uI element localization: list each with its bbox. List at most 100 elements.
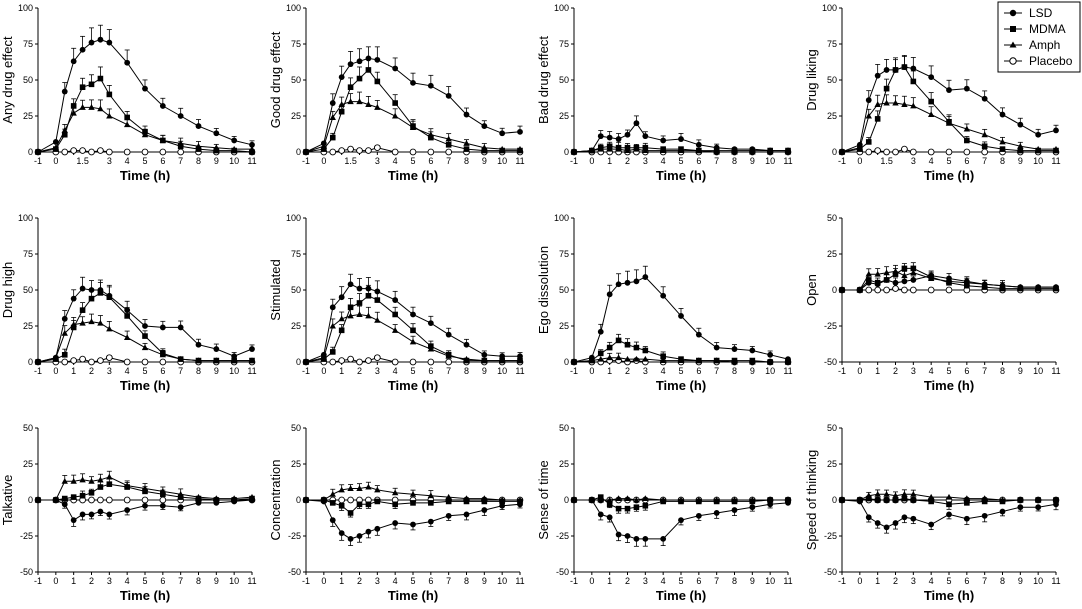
data-point-amph: [329, 114, 336, 120]
data-point-amph: [615, 354, 622, 361]
data-point-mdma: [615, 337, 622, 344]
x-tick-label: 7: [714, 366, 719, 376]
data-point-placebo: [445, 148, 453, 156]
x-tick-label: 4: [125, 576, 130, 586]
x-tick-label: 11: [783, 366, 792, 376]
x-tick-label: 11: [247, 366, 256, 376]
data-point-lsd: [588, 497, 595, 503]
y-tick-label: 0: [296, 495, 301, 505]
series-mdma: [571, 333, 791, 365]
legend-item-placebo: Placebo: [1004, 54, 1073, 68]
data-point-placebo: [427, 358, 435, 366]
data-point-amph: [374, 104, 381, 110]
x-tick-label: 10: [1033, 366, 1043, 376]
series-line: [38, 476, 253, 501]
data-point-mdma: [865, 139, 872, 145]
data-point-mdma: [195, 357, 202, 364]
data-point-lsd: [695, 331, 702, 338]
data-point-mdma: [79, 84, 86, 90]
x-tick-label: 1.5: [880, 156, 893, 166]
data-point-mdma: [678, 146, 684, 152]
data-point-lsd: [463, 341, 470, 348]
x-tick-label: 9: [750, 156, 755, 166]
data-point-mdma: [642, 347, 649, 354]
data-point-lsd: [329, 100, 336, 106]
data-point-mdma: [767, 359, 773, 365]
data-point-mdma: [410, 123, 416, 129]
x-tick-label: 7: [982, 156, 987, 166]
data-point-amph: [597, 355, 604, 362]
data-point-mdma: [231, 357, 237, 364]
data-point-mdma: [499, 498, 505, 505]
data-point-lsd: [615, 531, 622, 538]
series-mdma: [35, 66, 255, 155]
data-point-mdma: [106, 91, 113, 98]
data-point-lsd: [731, 507, 738, 513]
data-point-amph: [70, 109, 77, 116]
data-point-placebo: [981, 148, 989, 156]
data-point-amph: [106, 112, 113, 119]
data-point-lsd: [963, 85, 970, 92]
series-placebo: [302, 354, 524, 366]
series-line: [38, 499, 253, 521]
data-point-lsd: [963, 515, 970, 522]
data-point-placebo: [391, 148, 399, 156]
x-tick-label: 7: [982, 366, 987, 376]
data-point-lsd: [106, 39, 113, 46]
data-point-placebo: [409, 148, 417, 156]
data-point-placebo: [338, 147, 346, 154]
data-point-lsd: [445, 512, 452, 519]
series-line: [306, 499, 520, 514]
x-tick-label: 10: [229, 366, 239, 376]
y-tick-label: 75: [559, 39, 569, 49]
data-point-mdma: [213, 357, 220, 364]
x-tick-label: 7: [178, 576, 183, 586]
data-point-lsd: [901, 64, 908, 70]
data-point-placebo: [927, 286, 935, 294]
data-point-placebo: [329, 148, 337, 156]
data-point-amph: [97, 476, 104, 483]
data-point-amph: [883, 269, 890, 276]
data-point-amph: [910, 490, 917, 497]
x-tick-label: -1: [302, 156, 310, 166]
x-tick-label: -1: [302, 366, 310, 376]
x-tick-label: 3: [375, 156, 380, 166]
data-point-placebo: [61, 358, 69, 366]
data-point-lsd: [356, 533, 363, 539]
x-tick-label: 1: [875, 576, 880, 586]
data-point-lsd: [392, 297, 399, 303]
series-line: [305, 313, 520, 363]
data-point-placebo: [373, 354, 381, 362]
data-point-placebo: [88, 358, 95, 366]
data-point-lsd: [883, 524, 890, 531]
data-point-lsd: [517, 353, 523, 360]
data-point-mdma: [249, 357, 255, 364]
data-point-mdma: [642, 502, 649, 509]
data-point-placebo: [338, 357, 346, 364]
x-tick-label: -1: [302, 576, 310, 586]
data-point-mdma: [597, 144, 604, 151]
x-tick-label: 6: [696, 576, 701, 586]
x-tick-label: 9: [1018, 156, 1023, 166]
data-point-mdma: [615, 505, 622, 512]
data-point-mdma: [321, 146, 327, 152]
x-tick-label: 4: [125, 156, 130, 166]
series-line: [573, 357, 788, 363]
x-tick-label: 6: [428, 576, 433, 586]
x-tick-label: 11: [1051, 366, 1060, 376]
data-point-lsd: [329, 517, 336, 524]
x-tick-label: 7: [714, 576, 719, 586]
data-point-lsd: [749, 504, 756, 511]
data-point-mdma: [428, 134, 434, 141]
data-point-lsd: [374, 56, 381, 63]
x-tick-label: -1: [838, 576, 846, 586]
data-point-mdma: [347, 304, 354, 311]
data-point-amph: [347, 485, 354, 491]
x-tick-label: 7: [178, 366, 183, 376]
data-point-mdma: [347, 510, 354, 516]
x-tick-label: 5: [946, 366, 951, 376]
data-point-lsd: [97, 287, 104, 293]
y-tick-label: -25: [556, 531, 569, 541]
y-axis-title: Speed of thinking: [804, 450, 819, 550]
